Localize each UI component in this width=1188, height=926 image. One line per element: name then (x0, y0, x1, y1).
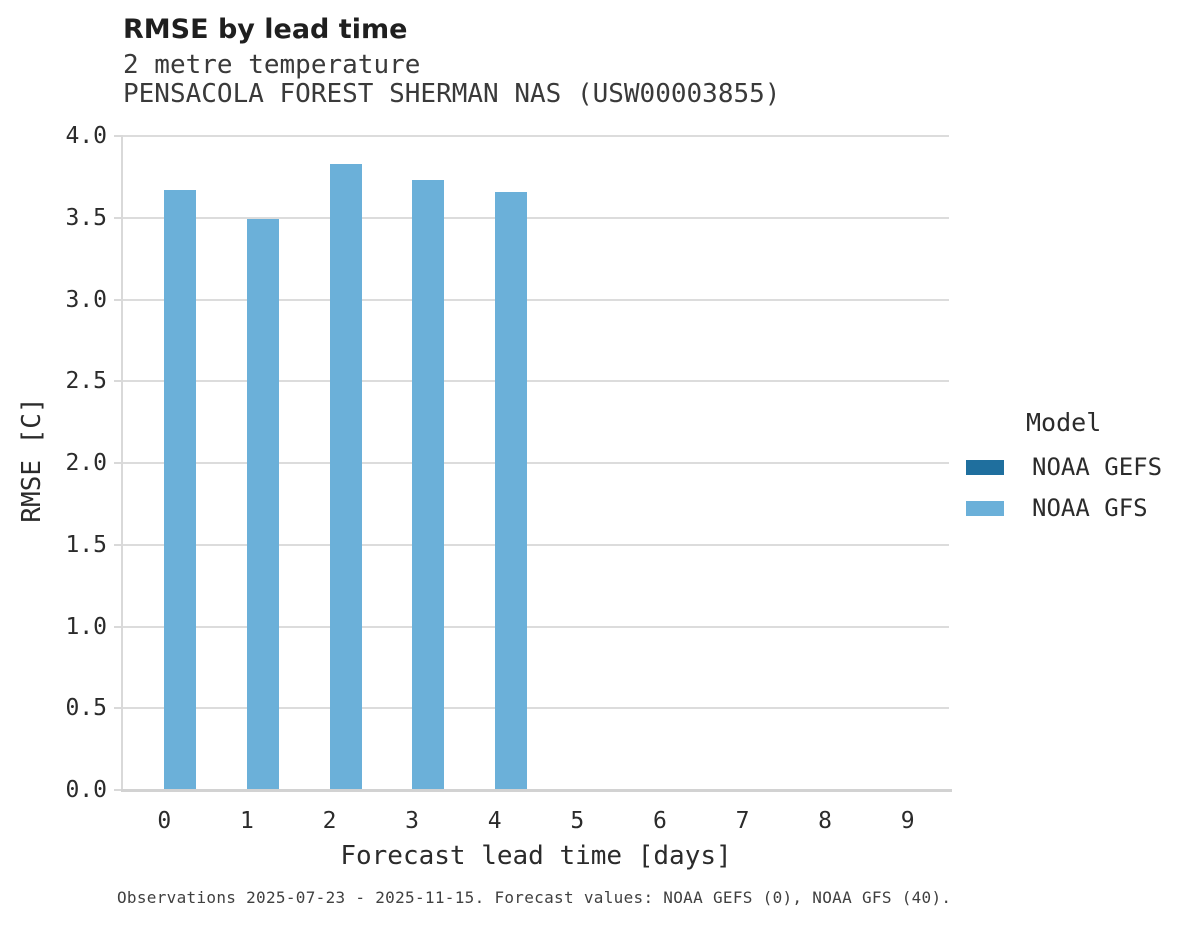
x-tick-label-4: 4 (487, 808, 502, 834)
chart-subtitle-station: PENSACOLA FOREST SHERMAN NAS (USW0000385… (123, 79, 781, 109)
x-tick-label-9: 9 (900, 808, 915, 834)
legend-row-noaa-gfs: NOAA GFS (960, 494, 1188, 522)
legend: Model NOAA GEFS NOAA GFS (960, 408, 1188, 535)
y-tick-mark-0.0 (114, 789, 123, 791)
x-tick-label-8: 8 (818, 808, 833, 834)
y-tick-mark-2.5 (114, 380, 123, 382)
y-tick-mark-1.0 (114, 626, 123, 628)
legend-label: NOAA GEFS (1032, 453, 1163, 481)
gridline-y-3.5 (123, 217, 949, 219)
x-axis-spine (121, 789, 952, 792)
gridline-y-4.0 (123, 135, 949, 137)
y-tick-mark-2.0 (114, 462, 123, 464)
y-axis-spine (121, 135, 123, 792)
x-tick-label-2: 2 (322, 808, 337, 834)
y-tick-mark-4.0 (114, 135, 123, 137)
y-axis-label: RMSE [C] (17, 397, 47, 523)
footer-caption: Observations 2025-07-23 - 2025-11-15. Fo… (117, 888, 952, 907)
legend-swatch-icon (966, 500, 1004, 516)
gridline-y-1.5 (123, 544, 949, 546)
y-tick-label-4.0: 4.0 (65, 123, 107, 149)
y-tick-mark-1.5 (114, 544, 123, 546)
y-tick-label-3.0: 3.0 (65, 287, 107, 313)
y-tick-label-2.0: 2.0 (65, 450, 107, 476)
bar-noaa-gfs-lead-2 (330, 164, 362, 790)
y-tick-mark-3.5 (114, 217, 123, 219)
chart-subtitle-variable: 2 metre temperature (123, 50, 421, 80)
y-tick-label-1.0: 1.0 (65, 614, 107, 640)
x-tick-label-1: 1 (239, 808, 254, 834)
x-tick-label-5: 5 (570, 808, 585, 834)
x-tick-label-3: 3 (405, 808, 420, 834)
bar-noaa-gfs-lead-1 (247, 219, 279, 790)
y-tick-label-3.5: 3.5 (65, 205, 107, 231)
y-tick-label-2.5: 2.5 (65, 368, 107, 394)
y-tick-mark-3.0 (114, 299, 123, 301)
legend-swatch-icon (966, 459, 1004, 475)
bar-noaa-gfs-lead-3 (412, 180, 444, 790)
legend-row-noaa-gefs: NOAA GEFS (960, 453, 1188, 481)
legend-title: Model (1026, 408, 1102, 437)
gridline-y-1.0 (123, 626, 949, 628)
y-tick-label-0.5: 0.5 (65, 695, 107, 721)
x-axis-label: Forecast lead time [days] (340, 841, 732, 871)
bar-noaa-gfs-lead-0 (164, 190, 196, 790)
gridline-y-2.0 (123, 462, 949, 464)
bar-noaa-gfs-lead-4 (495, 192, 527, 790)
y-tick-label-1.5: 1.5 (65, 532, 107, 558)
y-tick-label-0.0: 0.0 (65, 777, 107, 803)
gridline-y-0.5 (123, 707, 949, 709)
x-tick-label-0: 0 (157, 808, 172, 834)
x-tick-label-7: 7 (735, 808, 750, 834)
legend-label: NOAA GFS (1032, 494, 1148, 522)
legend-rows: NOAA GEFS NOAA GFS (960, 453, 1188, 522)
y-tick-mark-0.5 (114, 707, 123, 709)
gridline-y-2.5 (123, 380, 949, 382)
gridline-y-3.0 (123, 299, 949, 301)
x-tick-label-6: 6 (652, 808, 667, 834)
chart-title: RMSE by lead time (123, 14, 408, 45)
